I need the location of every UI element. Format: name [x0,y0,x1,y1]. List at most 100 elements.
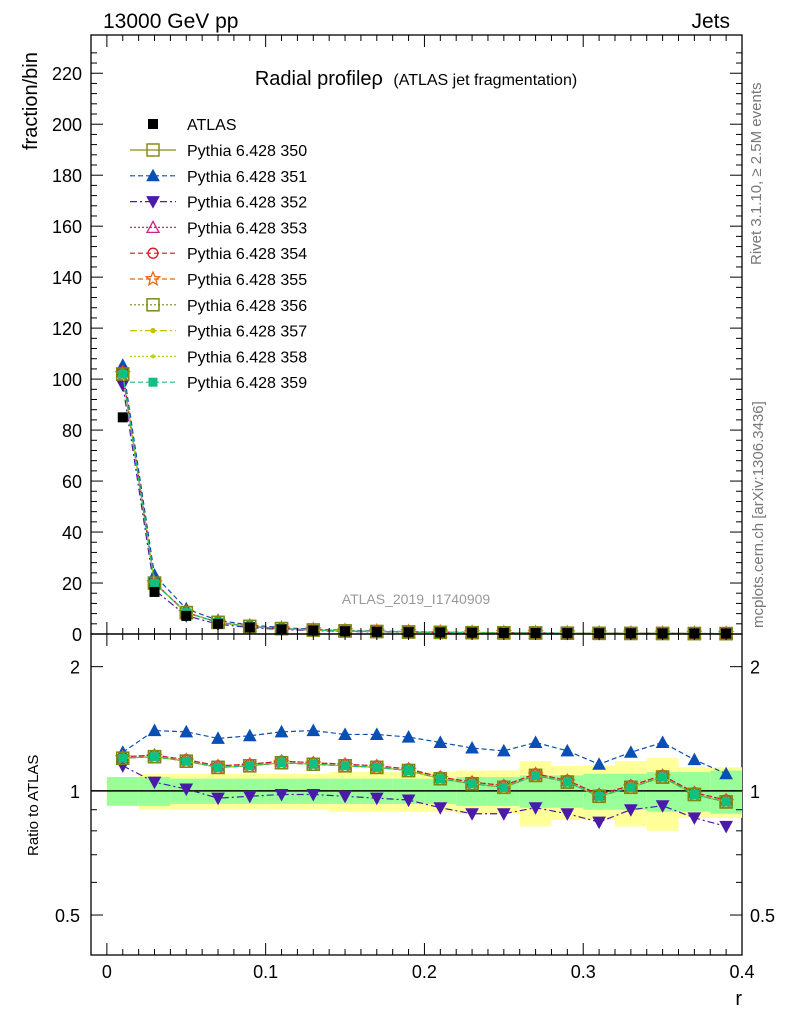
series-point-ratio [179,783,194,797]
series-point-ratio [719,795,733,809]
y-tick-label: 220 [52,64,82,84]
series-point-ratio [562,777,572,787]
data-point [149,586,160,597]
chart-title-main: Radial profileρ [255,68,383,90]
series-point-ratio [592,816,606,830]
series-point-ratio [401,730,416,743]
legend-marker [146,196,160,209]
y-axis-label-main: fraction/bin [20,52,42,150]
x-tick-label: 0.4 [729,962,754,982]
series-line-ratio [122,765,727,827]
legend-marker [146,298,160,312]
series-point-ratio [211,760,225,775]
y-tick-label: 100 [52,370,82,390]
x-tick-label: 0 [102,962,112,982]
series-point-ratio [687,752,702,766]
x-axis-label: r [735,988,742,1010]
series-point-ratio [528,735,543,748]
series-point-ratio [689,789,699,799]
series-point-ratio [496,743,511,757]
series-point-ratio [655,800,670,813]
series-point-ratio [308,759,318,769]
y-tick-label: 40 [62,523,82,543]
series-point-main [116,367,130,381]
series-point-ratio [465,808,479,821]
series-point-ratio [719,766,733,780]
series-point-ratio [242,790,257,804]
series-point-ratio [369,792,384,806]
y-tick-label: 80 [62,421,82,441]
y-tick-label: 0 [72,625,82,645]
legend: ATLAS Pythia 6.428 350 Pythia 6.428 351 Pyt… [130,117,307,392]
main-panel: 0 0.1 0.2 0.3 0.4 0 20 40 60 80 100 120 140 160 180 200… [52,34,755,982]
series-point-ratio [211,731,225,744]
series-line-ratio [122,729,727,775]
series-point-ratio [594,791,604,801]
legend-label: Pythia 6.428 355 [187,272,307,289]
series-point-ratio [179,754,194,768]
y-tick-label: 160 [52,217,82,237]
series-point-ratio [560,808,575,821]
legend-marker [151,354,155,359]
ratio-y-tick-label: 0.5 [55,906,80,926]
series-point-ratio [655,770,670,784]
ratio-y-tick-label: 2 [70,658,80,678]
series-point-ratio [721,797,731,807]
ratio-y-tick-label-right: 1 [750,782,760,802]
data-point [213,618,224,629]
series-point-ratio [213,762,223,772]
series-point-ratio [338,790,352,804]
series-point-ratio [179,724,194,738]
legend-label: Pythia 6.428 359 [187,375,307,392]
series-point-ratio [655,735,670,748]
series-point-ratio [306,788,321,802]
series-point-ratio [433,771,448,786]
y-tick-label: 60 [62,472,82,492]
series-point-ratio [719,820,733,834]
legend-marker [146,143,160,157]
legend-label: Pythia 6.428 356 [187,298,307,315]
x-tick-label: 0.3 [571,962,596,982]
y-axis-label-ratio: Ratio to ATLAS [25,755,42,856]
series-point-ratio [465,740,479,754]
series-point-ratio [211,792,225,806]
ratio-y-tick-label-right: 0.5 [750,906,775,926]
y-tick-label: 180 [52,166,82,186]
series-point-main [118,369,128,379]
series-point-ratio [467,779,477,789]
series-point-ratio [658,772,668,782]
series-line-ratio [122,756,727,803]
rivet-label: Rivet 3.1.10, ≥ 2.5M events [748,83,765,266]
chart-title: Radial profileρ (ATLAS jet fragmentation… [255,68,577,90]
series-point-ratio [242,728,257,742]
series-point-ratio [560,775,575,789]
legend-label-data: ATLAS [187,117,237,134]
series-point-ratio [435,774,445,784]
mcplots-label: mcplots.cern.ch [arXiv:1306.3436] [750,401,767,628]
series-point-ratio [687,787,702,802]
header-right: Jets [691,10,730,33]
series-point-ratio [306,723,321,737]
x-tick-label: 0.2 [412,962,437,982]
series-point-ratio [404,766,414,776]
y-tick-label: 200 [52,115,82,135]
analysis-watermark: ATLAS_2019_I1740909 [342,591,491,607]
series-point-ratio [499,782,509,792]
series-point-ratio [372,762,382,772]
series-point-ratio [624,780,638,795]
ratio-y-tick-label: 1 [70,782,80,802]
series-point-ratio [369,727,384,740]
series-point-ratio [465,777,479,791]
series-point-ratio [528,802,543,815]
series-point-ratio [592,757,606,770]
series-point-ratio [624,745,638,758]
series-point-ratio [433,735,448,748]
series-point-ratio [626,782,636,792]
legend-marker-data [148,119,158,129]
legend-label: Pythia 6.428 350 [187,143,307,160]
legend-label: Pythia 6.428 352 [187,195,307,212]
series-point-ratio [531,770,541,780]
legend-marker [148,377,158,387]
data-point [117,412,128,423]
